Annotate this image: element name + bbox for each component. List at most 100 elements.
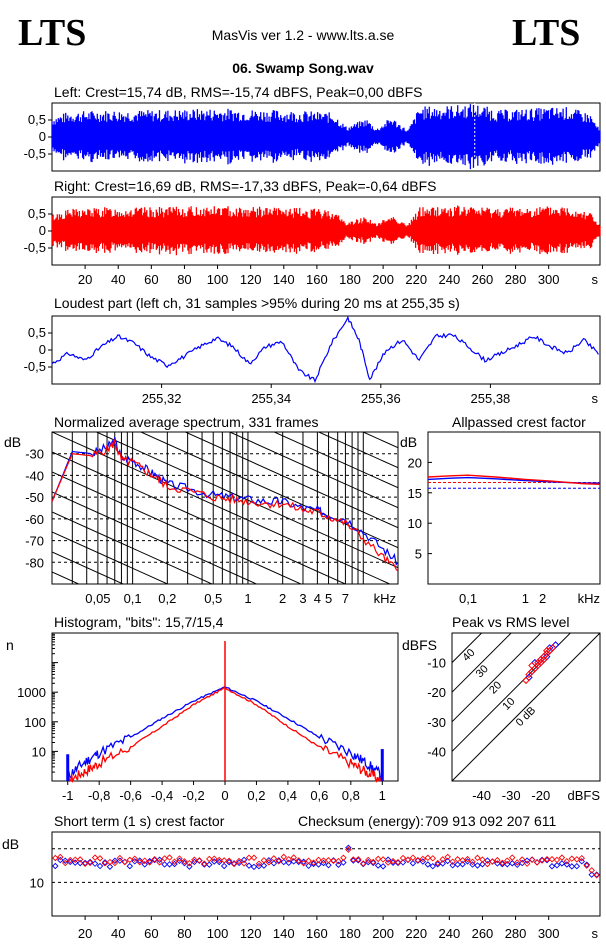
short-crest-point-right <box>379 856 387 863</box>
short-crest-point-right <box>419 855 427 863</box>
short-crest-point-left <box>220 862 228 870</box>
y-tick-label: 0 <box>39 342 46 357</box>
short-crest-point-right <box>355 856 362 863</box>
short-crest-point-left <box>111 857 119 864</box>
short-crest-point-left <box>151 856 158 864</box>
short-crest-point-right <box>454 856 461 863</box>
x-unit-label: s <box>592 391 599 406</box>
short-crest-point-right <box>57 853 64 861</box>
short-crest-point-right <box>345 846 352 853</box>
x-tick-label: 255,34 <box>251 391 291 406</box>
short-crest-point-left <box>161 861 168 868</box>
short-crest-point-left <box>419 858 427 865</box>
short-crest-point-left <box>568 863 576 870</box>
short-crest-point-left <box>340 859 347 866</box>
x-tick-label: 1 <box>244 591 251 606</box>
y-tick-label: -0,5 <box>24 240 46 255</box>
short-crest-point-left <box>350 857 357 864</box>
short-crest-point-right <box>484 860 491 868</box>
y-tick-label: -10 <box>427 656 446 671</box>
short-crest-point-left <box>543 856 551 864</box>
x-tick-label: 140 <box>273 926 295 941</box>
slope-gridline <box>52 511 214 584</box>
panel-title: Histogram, "bits": 15,7/15,4 <box>54 614 224 630</box>
short-crest-point-left <box>66 858 74 866</box>
short-crest-point-left <box>548 863 556 870</box>
short-crest-point-right <box>543 855 551 863</box>
short-crest-point-left <box>62 857 69 864</box>
x-tick-label: -0,4 <box>151 788 173 803</box>
short-crest-point-left <box>76 859 84 867</box>
short-crest-point-right <box>141 857 148 864</box>
panel-title: Right: Crest=16,69 dB, RMS=-17,33 dBFS, … <box>54 178 436 194</box>
crest-diagonal <box>452 633 512 693</box>
short-crest-point-right <box>191 856 198 864</box>
short-crest-point-right <box>235 857 243 865</box>
short-crest-point-left <box>320 859 327 867</box>
short-crest-point-left <box>384 856 392 863</box>
short-crest-point-left <box>57 856 64 864</box>
y-tick-label: 10 <box>32 744 46 759</box>
short-crest-point-right <box>206 855 213 863</box>
short-crest-point-right <box>315 856 322 864</box>
y-tick-label: 1000 <box>17 685 46 700</box>
short-crest-point-left <box>409 860 417 867</box>
x-tick-label: 3 <box>299 591 306 606</box>
short-crest-point-right <box>568 855 576 862</box>
short-crest-point-right <box>146 859 153 866</box>
short-crest-point-right <box>360 860 367 867</box>
short-crest-point-left <box>593 871 600 878</box>
x-tick-label: 140 <box>273 272 295 287</box>
y-tick-label: 5 <box>415 547 422 562</box>
short-crest-point-left <box>206 861 213 868</box>
x-tick-label: 1 <box>379 788 386 803</box>
x-tick-label: 240 <box>438 926 460 941</box>
y-axis-label: dBFS <box>402 637 437 653</box>
short-crest-point-right <box>409 854 417 861</box>
short-crest-point-left <box>126 862 134 870</box>
short-crest-point-right <box>91 854 99 861</box>
x-tick-label: 0,05 <box>85 591 110 606</box>
y-axis-label: dB <box>400 434 417 450</box>
app-title: MasVis ver 1.2 - www.lts.a.se <box>212 27 395 43</box>
short-crest-point-left <box>374 862 382 869</box>
short-crest-point-left <box>141 861 148 868</box>
short-crest-point-left <box>215 858 223 866</box>
slope-gridline <box>52 551 125 584</box>
pvr-point-right <box>537 658 545 667</box>
short-crest-point-right <box>384 859 392 866</box>
x-tick-label: 180 <box>339 272 361 287</box>
short-crest-point-left <box>558 860 566 867</box>
short-crest-point-left <box>211 858 218 865</box>
short-crest-point-left <box>509 860 516 867</box>
x-unit-label: kHz <box>578 591 600 606</box>
x-tick-label: 60 <box>144 926 158 941</box>
short-crest-point-right <box>548 855 556 863</box>
short-crest-point-right <box>518 856 526 863</box>
short-crest-point-right <box>533 859 541 866</box>
short-crest-point-left <box>156 856 163 863</box>
plot-frame <box>427 431 601 585</box>
short-crest-point-right <box>464 855 471 863</box>
short-crest-point-right <box>96 855 104 862</box>
short-crest-point-right <box>101 860 109 867</box>
short-crest-point-right <box>121 858 129 866</box>
pvr-point-right <box>522 676 530 685</box>
x-tick-label: 0,4 <box>279 788 297 803</box>
y-tick-label: 0,5 <box>28 112 46 127</box>
short-crest-point-left <box>101 859 109 866</box>
short-crest-point-right <box>230 860 238 868</box>
short-crest-point-right <box>509 854 516 861</box>
short-crest-point-right <box>161 855 168 862</box>
short-crest-point-left <box>494 860 501 867</box>
loudest-trace <box>51 315 599 384</box>
x-tick-label: 280 <box>505 926 527 941</box>
short-crest-point-right <box>394 858 402 866</box>
short-crest-point-left <box>86 858 94 866</box>
slope-gridline <box>139 432 398 549</box>
x-tick-label: 240 <box>438 272 460 287</box>
short-crest-point-left <box>166 861 173 868</box>
short-crest-point-left <box>484 857 491 864</box>
x-tick-label: 40 <box>111 272 125 287</box>
